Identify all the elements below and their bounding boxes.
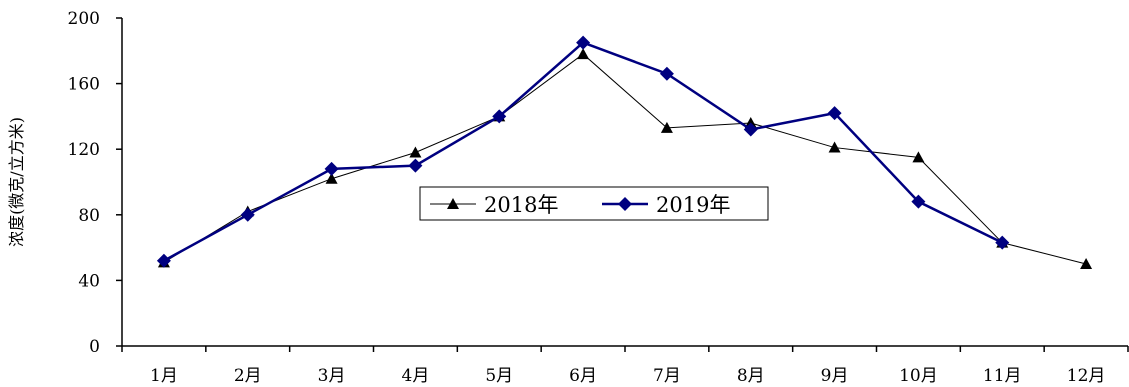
data-point bbox=[827, 106, 842, 121]
data-point bbox=[828, 141, 841, 153]
data-point bbox=[659, 66, 674, 81]
series-2019年 bbox=[156, 35, 1010, 268]
series-line bbox=[163, 53, 1087, 265]
data-point bbox=[240, 207, 255, 222]
y-tick-label: 160 bbox=[68, 75, 100, 95]
data-point bbox=[995, 235, 1010, 250]
x-tick-label: 4月 bbox=[402, 366, 430, 386]
x-axis-ticks: 1月 2月 3月 4月 5月 6月 7月 8月 9月 10月 11月 12月 bbox=[121, 346, 1129, 386]
legend-label: 2019年 bbox=[656, 193, 730, 217]
x-tick-label: 3月 bbox=[318, 366, 346, 386]
chart-axes bbox=[121, 18, 1128, 347]
data-point bbox=[744, 116, 757, 128]
legend-marker bbox=[447, 198, 459, 209]
y-axis-label: 浓度(微克/立方米) bbox=[7, 117, 26, 247]
x-tick-label: 6月 bbox=[569, 366, 597, 386]
y-tick-label: 120 bbox=[68, 140, 100, 160]
y-tick-label: 40 bbox=[78, 271, 100, 291]
legend-marker bbox=[618, 197, 632, 211]
x-tick-label: 5月 bbox=[485, 366, 513, 386]
series-2018年 bbox=[157, 48, 1093, 269]
y-tick-label: 200 bbox=[68, 9, 100, 29]
chart-series bbox=[156, 35, 1093, 269]
data-point bbox=[492, 109, 507, 124]
data-point bbox=[912, 151, 925, 163]
data-point bbox=[325, 172, 338, 184]
data-point bbox=[324, 161, 339, 176]
y-tick-label: 0 bbox=[89, 337, 100, 357]
legend-box bbox=[419, 186, 769, 221]
data-point bbox=[577, 48, 590, 60]
data-point bbox=[660, 121, 673, 133]
data-point bbox=[156, 253, 171, 268]
data-point bbox=[576, 35, 591, 50]
x-tick-label: 2月 bbox=[234, 366, 262, 386]
x-tick-label: 8月 bbox=[737, 366, 765, 386]
y-tick-label: 80 bbox=[78, 206, 100, 226]
x-tick-label: 10月 bbox=[899, 366, 938, 386]
series-line bbox=[163, 41, 1003, 262]
x-tick-label: 7月 bbox=[653, 366, 681, 386]
legend-label: 2018年 bbox=[484, 193, 558, 217]
data-point bbox=[743, 122, 758, 137]
x-tick-label: 12月 bbox=[1067, 366, 1106, 386]
y-axis-ticks: 0 40 80 120 160 200 bbox=[68, 9, 122, 357]
legend: 2018年 2019年 bbox=[419, 186, 769, 221]
data-point bbox=[409, 146, 422, 158]
data-point bbox=[911, 194, 926, 209]
x-tick-label: 9月 bbox=[821, 366, 849, 386]
x-tick-label: 1月 bbox=[150, 366, 178, 386]
data-point bbox=[408, 158, 423, 173]
data-point bbox=[1080, 258, 1093, 269]
x-tick-label: 11月 bbox=[983, 366, 1022, 386]
